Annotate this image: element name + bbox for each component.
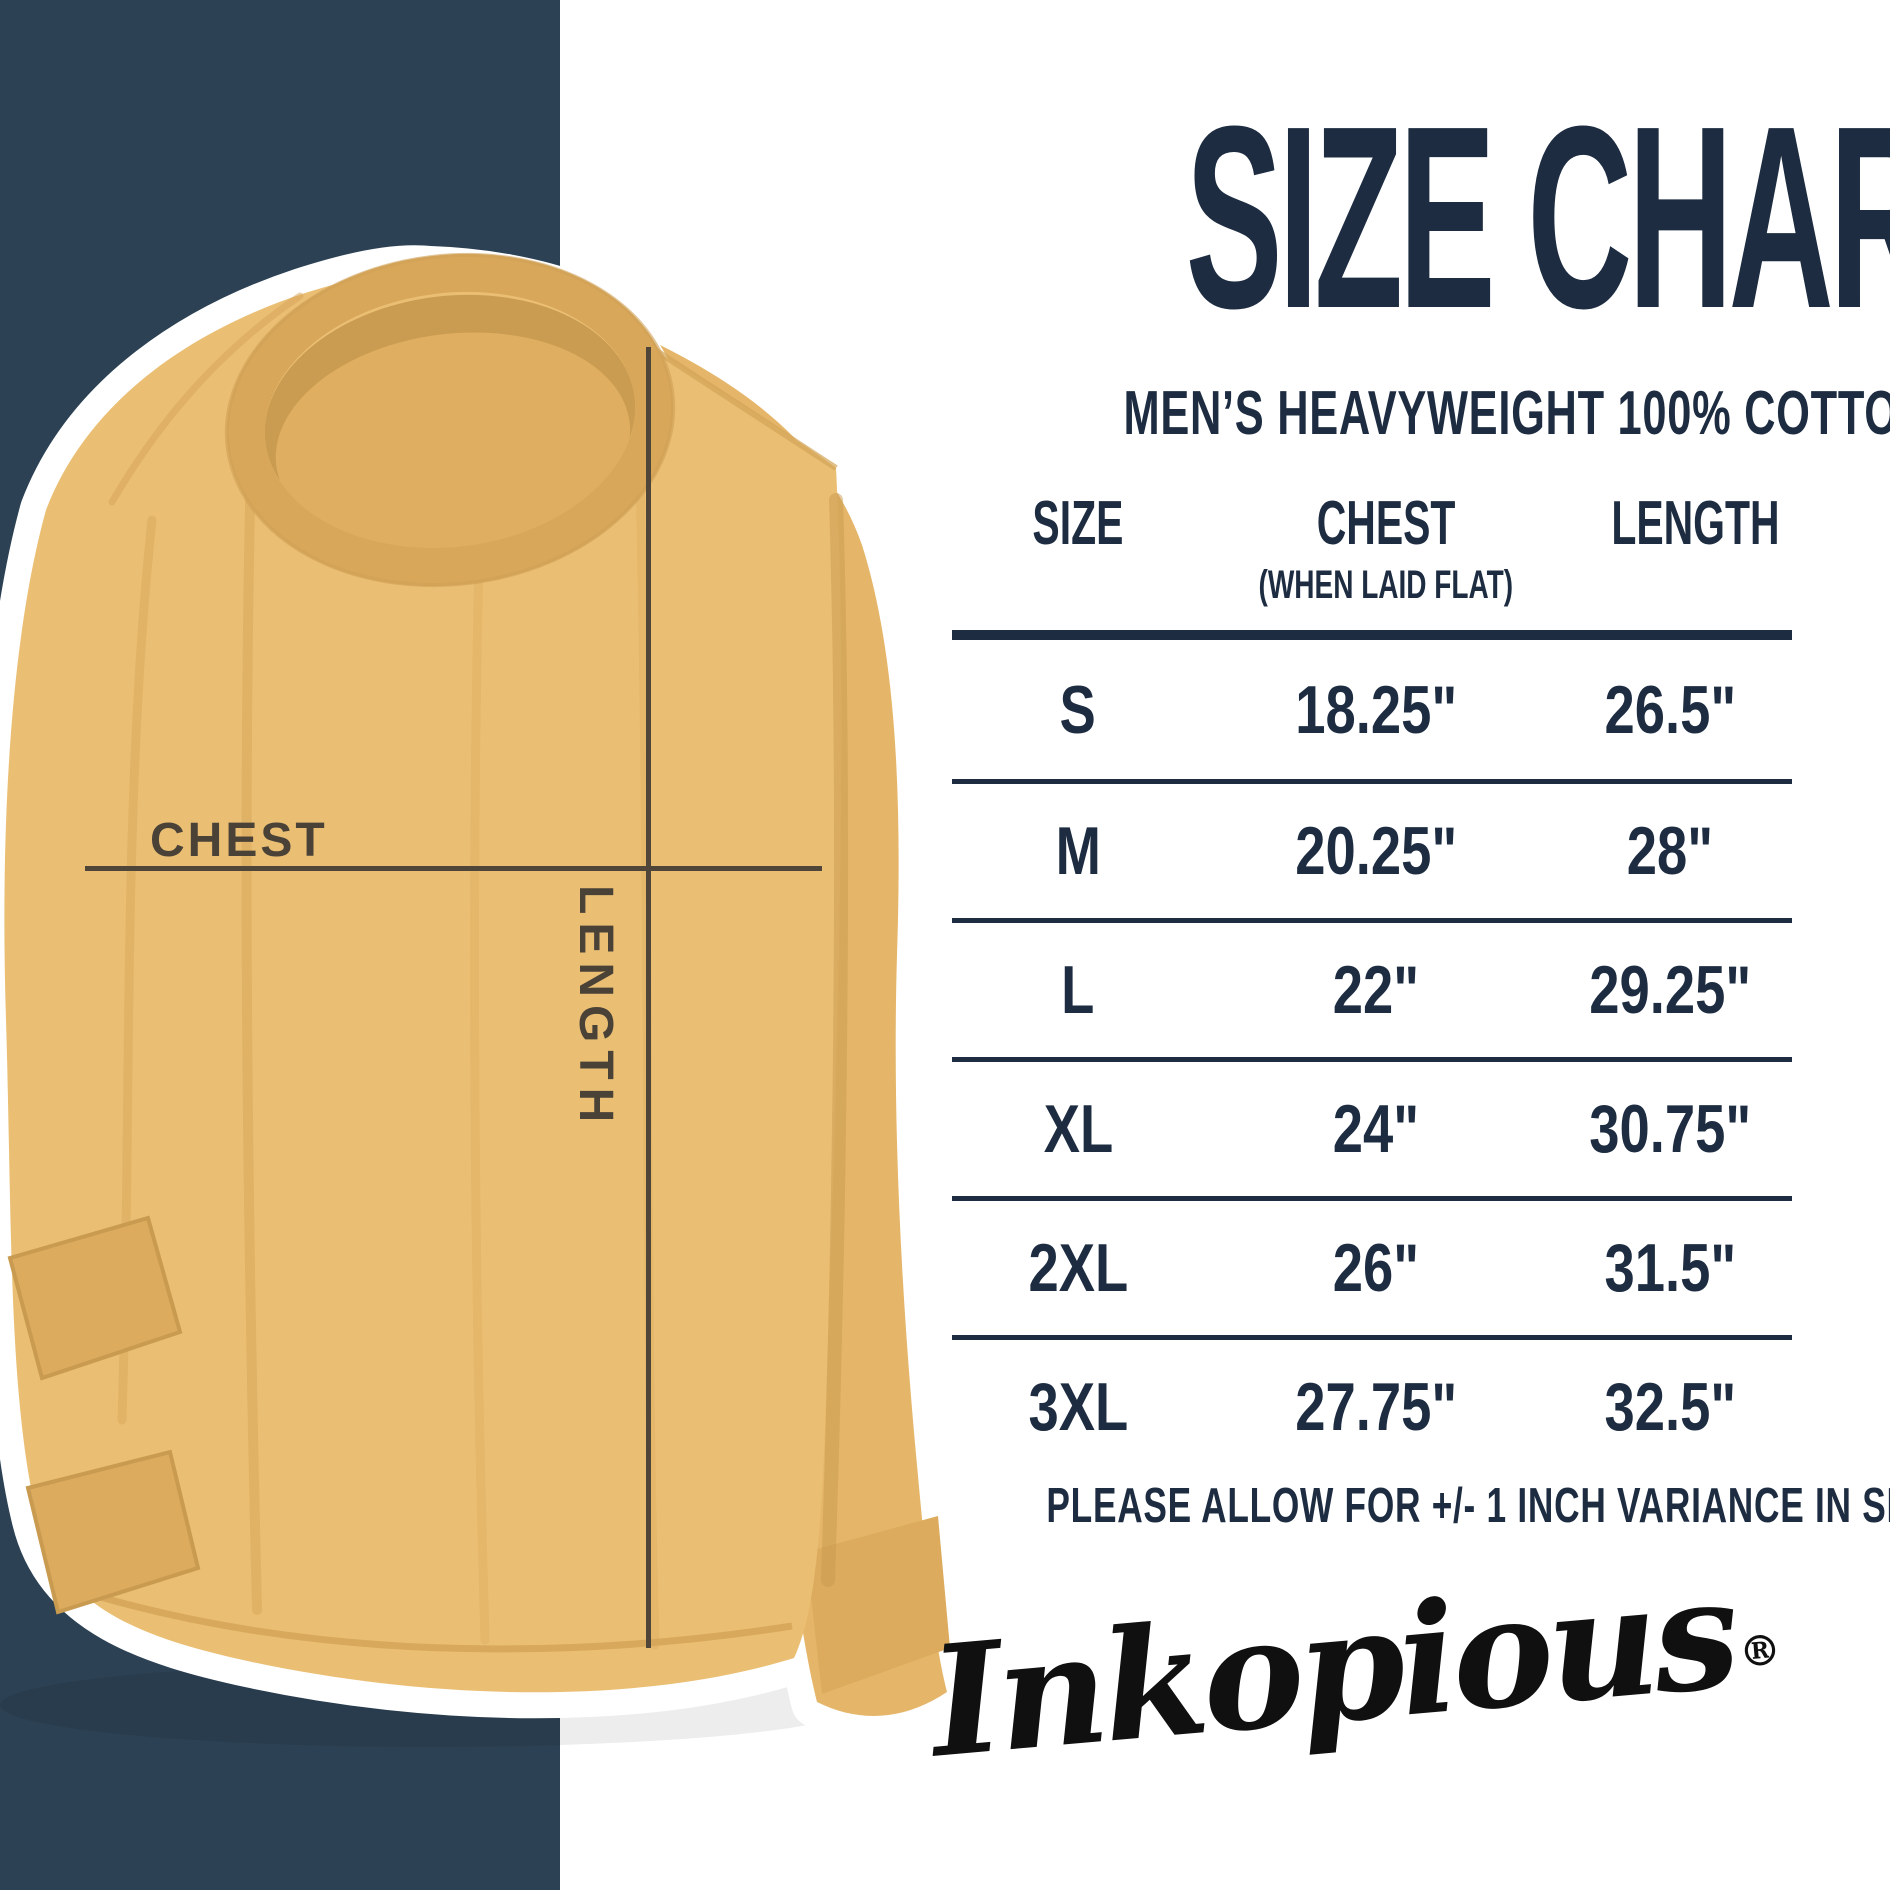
cell-chest: 18.25" [1295, 671, 1458, 748]
collar [224, 252, 676, 588]
table-row: S 18.25" 26.5" [952, 640, 1792, 779]
cell-chest: 27.75" [1295, 1369, 1458, 1445]
page-title: SIZE CHART [1185, 73, 1890, 363]
table-row: L 22" 29.25" [952, 918, 1792, 1057]
cell-length: 31.5" [1604, 1230, 1737, 1306]
chest-subnote: (WHEN LAID FLAT) [1258, 563, 1514, 607]
cell-length: 29.25" [1589, 952, 1752, 1028]
length-measure-label: LENGTH [569, 885, 622, 1131]
cell-length: 26.5" [1604, 671, 1737, 748]
cell-size: 2XL [1028, 1230, 1128, 1306]
table-row: 2XL 26" 31.5" [952, 1196, 1792, 1335]
table-row: 3XL 27.75" 32.5" [952, 1335, 1792, 1474]
cell-size: M [1055, 813, 1101, 889]
cell-size: L [1061, 952, 1095, 1028]
cell-chest: 24" [1333, 1091, 1420, 1167]
table-header-row: SIZE CHEST (WHEN LAID FLAT) LENGTH [952, 478, 1792, 640]
cell-chest: 22" [1333, 952, 1420, 1028]
table-row: M 20.25" 28" [952, 779, 1792, 918]
subtitle: MEN’S HEAVYWEIGHT 100% COTTON LONG SLEEV… [1123, 379, 1890, 448]
col-header-size: SIZE [1032, 489, 1124, 558]
col-header-length: LENGTH [1610, 489, 1780, 558]
table-body: S 18.25" 26.5" M 20.25" 28" L 22" 29.25" XL 24" 30.… [952, 640, 1792, 1474]
registered-mark: ® [1736, 1624, 1784, 1678]
cell-length: 32.5" [1604, 1369, 1737, 1445]
col-header-chest: CHEST (WHEN LAID FLAT) [1258, 489, 1514, 607]
cell-length: 28" [1627, 813, 1714, 889]
size-table: SIZE CHEST (WHEN LAID FLAT) LENGTH S 18.2… [952, 478, 1792, 1474]
cell-size: 3XL [1028, 1369, 1128, 1445]
variance-note: PLEASE ALLOW FOR +/- 1 INCH VARIANCE IN … [1046, 1479, 1890, 1533]
table-row: XL 24" 30.75" [952, 1057, 1792, 1196]
chest-measure-line [85, 866, 822, 871]
cell-length: 30.75" [1589, 1091, 1752, 1167]
cell-chest: 26" [1333, 1230, 1420, 1306]
cell-size: S [1059, 671, 1097, 748]
cell-size: XL [1043, 1091, 1113, 1167]
cell-chest: 20.25" [1295, 813, 1458, 889]
chest-measure-label: CHEST [150, 814, 328, 867]
length-measure-line [646, 347, 651, 1648]
